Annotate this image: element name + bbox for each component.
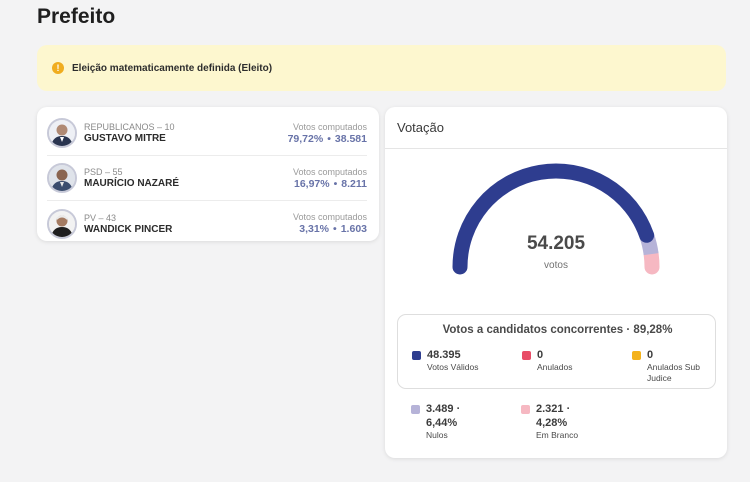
- candidate-name: WANDICK PINCER: [84, 223, 173, 235]
- candidate-percent: 16,97%: [293, 177, 330, 190]
- candidate-avatar: [47, 208, 77, 239]
- stat-null: 3.489 · 6,44% Nulos: [411, 402, 460, 441]
- votes-label: Votos computados: [292, 212, 367, 222]
- candidate-party: PV – 43: [84, 212, 117, 223]
- null-swatch: [411, 405, 420, 414]
- votes-gauge: 54.205 votos: [385, 149, 727, 289]
- candidate-row[interactable]: PV – 43 WANDICK PINCER Votos computados …: [47, 201, 367, 246]
- stat-blank: 2.321 · 4,28% Em Branco: [521, 402, 578, 441]
- gauge-blank-arc: [643, 246, 660, 275]
- candidate-party: REPUBLICANOS – 10: [84, 122, 175, 132]
- annulled-swatch: [522, 351, 531, 360]
- stat-null-percent: 6,44%: [426, 417, 458, 429]
- info-icon: !: [52, 62, 64, 74]
- candidate-percent: 79,72%: [287, 132, 324, 145]
- valid-votes-box: Votos a candidatos concorrentes · 89,28%…: [397, 314, 716, 389]
- candidate-row[interactable]: REPUBLICANOS – 10 GUSTAVO MITRE Votos co…: [47, 111, 367, 156]
- votes-label: Votos computados: [292, 166, 367, 177]
- candidate-votes: 8.211: [341, 177, 367, 190]
- candidates-card: REPUBLICANOS – 10 GUSTAVO MITRE Votos co…: [37, 107, 379, 241]
- stat-valid: 48.395 Votos Válidos: [412, 348, 479, 373]
- valid-swatch: [412, 351, 421, 360]
- votes-label: Votos computados: [292, 121, 367, 132]
- candidate-row[interactable]: PSD – 55 MAURÍCIO NAZARÉ Votos computado…: [47, 156, 367, 201]
- valid-votes-title: Votos a candidatos concorrentes · 89,28%: [442, 324, 673, 336]
- stat-valid-label: Votos Válidos: [427, 362, 479, 372]
- stat-annulled-value: 0: [537, 349, 544, 361]
- stat-blank-percent: 4,28%: [536, 417, 568, 429]
- voting-card: Votação 54.205 votos Votos a candidatos …: [385, 107, 727, 458]
- candidate-name: MAURÍCIO NAZARÉ: [84, 178, 179, 189]
- page-title: Prefeito: [37, 5, 116, 28]
- candidate-name: GUSTAVO MITRE: [84, 133, 166, 144]
- candidate-percent: 3,31%: [299, 223, 330, 235]
- candidate-votes: 38.581: [334, 132, 367, 145]
- stat-sub-judice: 0 Anulados Sub Judice: [632, 348, 712, 384]
- candidate-avatar: [47, 118, 77, 148]
- total-votes: 54.205: [526, 233, 586, 254]
- candidate-avatar: [47, 163, 77, 193]
- candidate-party: PSD – 55: [84, 167, 123, 177]
- stat-null-value: 3.489 ·: [426, 403, 461, 415]
- election-status-alert: ! Eleição matematicamente definida (Elei…: [37, 45, 726, 91]
- sub-judice-swatch: [632, 351, 641, 360]
- total-votes-unit: votos: [544, 260, 568, 271]
- stat-null-label: Nulos: [426, 430, 448, 440]
- candidate-votes: 1.603: [340, 223, 367, 235]
- alert-text: Eleição matematicamente definida (Eleito…: [72, 62, 273, 74]
- gauge-valid-arc: [452, 163, 655, 275]
- voting-header: Votação: [385, 107, 727, 149]
- stat-sub-judice-value: 0: [647, 349, 654, 361]
- stat-annulled-label: Anulados: [537, 362, 573, 372]
- blank-swatch: [521, 405, 530, 414]
- stat-annulled: 0 Anulados: [522, 348, 572, 373]
- stat-blank-value: 2.321 ·: [536, 403, 571, 415]
- stat-valid-value: 48.395: [427, 349, 461, 361]
- stat-blank-label: Em Branco: [536, 430, 579, 440]
- stat-sub-judice-label: Anulados Sub Judice: [647, 362, 700, 383]
